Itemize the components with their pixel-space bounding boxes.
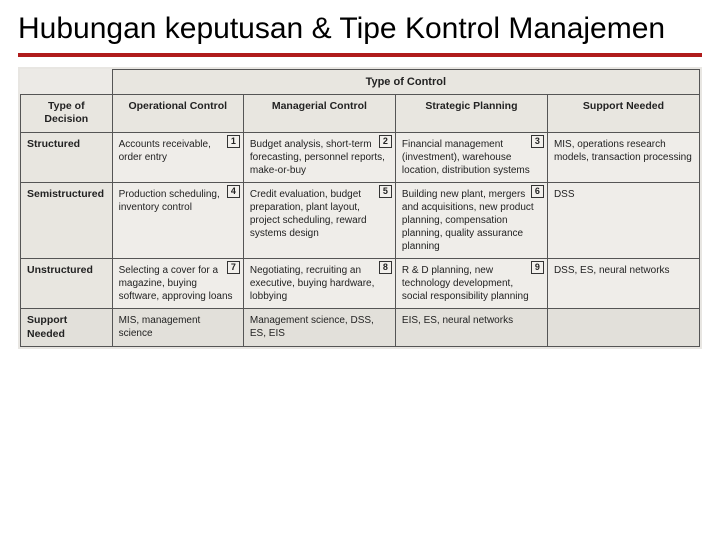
cell	[547, 309, 699, 347]
cell: DSS	[547, 183, 699, 259]
cell: 6Building new plant, mergers and acquisi…	[395, 183, 547, 259]
row-header-label: Type of Decision	[21, 94, 113, 132]
table-container: Type of Control Type of Decision Operati…	[18, 67, 702, 350]
cell: DSS, ES, neural networks	[547, 259, 699, 309]
col-header-1: Managerial Control	[243, 94, 395, 132]
col-header-2: Strategic Planning	[395, 94, 547, 132]
cell-text: DSS	[554, 189, 575, 200]
table-row: Unstructured 7Selecting a cover for a ma…	[21, 259, 700, 309]
corner-cell	[21, 69, 113, 94]
page-title: Hubungan keputusan & Tipe Kontrol Manaje…	[18, 12, 702, 47]
cell: 8 Negotiating, recruiting an executive, b…	[243, 259, 395, 309]
cell: 5 Credit evaluation, budget preparation, …	[243, 183, 395, 259]
top-header: Type of Control	[112, 69, 699, 94]
cell-text: DSS, ES, neural networks	[554, 265, 670, 276]
divider-bar	[18, 53, 702, 57]
table-row: Semistructured 4 Production scheduling, i…	[21, 183, 700, 259]
cell-num: 9	[531, 261, 544, 274]
cell-num: 8	[379, 261, 392, 274]
cell: Management science, DSS, ES, EIS	[243, 309, 395, 347]
cell-num: 5	[379, 185, 392, 198]
cell-num: 7	[227, 261, 240, 274]
cell-num: 2	[379, 135, 392, 148]
cell-text: Production scheduling, inventory control	[119, 189, 220, 213]
cell-text: Building new plant, mergers and acquisit…	[402, 189, 534, 252]
cell: MIS, management science	[112, 309, 243, 347]
cell-num: 3	[531, 135, 544, 148]
cell-text: MIS, operations research models, transac…	[554, 139, 692, 163]
cell-text: Credit evaluation, budget preparation, p…	[250, 189, 367, 239]
cell-text: Negotiating, recruiting an executive, bu…	[250, 265, 375, 302]
cell: 9R & D planning, new technology developm…	[395, 259, 547, 309]
cell: 7Selecting a cover for a magazine, buyin…	[112, 259, 243, 309]
cell-num: 1	[227, 135, 240, 148]
row-label: Unstructured	[21, 259, 113, 309]
cell: MIS, operations research models, transac…	[547, 133, 699, 183]
cell-text: Accounts receivable, order entry	[119, 139, 211, 163]
cell-num: 6	[531, 185, 544, 198]
control-decision-table: Type of Control Type of Decision Operati…	[20, 69, 700, 348]
table-row: Structured 1 Accounts receivable, order e…	[21, 133, 700, 183]
cell: 3Financial management (investment), ware…	[395, 133, 547, 183]
row-label: Support Needed	[21, 309, 113, 347]
cell: 1 Accounts receivable, order entry	[112, 133, 243, 183]
cell-text: Selecting a cover for a magazine, buying…	[119, 265, 233, 302]
row-label: Structured	[21, 133, 113, 183]
cell: 2Budget analysis, short-term forecasting…	[243, 133, 395, 183]
col-header-0: Operational Control	[112, 94, 243, 132]
cell-text: Budget analysis, short-term forecasting,…	[250, 139, 385, 176]
cell-num: 4	[227, 185, 240, 198]
row-label: Semistructured	[21, 183, 113, 259]
cell: EIS, ES, neural networks	[395, 309, 547, 347]
table-row-bottom: Support Needed MIS, management science M…	[21, 309, 700, 347]
cell-text: Financial management (investment), wareh…	[402, 139, 530, 176]
col-header-3: Support Needed	[547, 94, 699, 132]
cell-text: R & D planning, new technology developme…	[402, 265, 529, 302]
cell: 4 Production scheduling, inventory contro…	[112, 183, 243, 259]
